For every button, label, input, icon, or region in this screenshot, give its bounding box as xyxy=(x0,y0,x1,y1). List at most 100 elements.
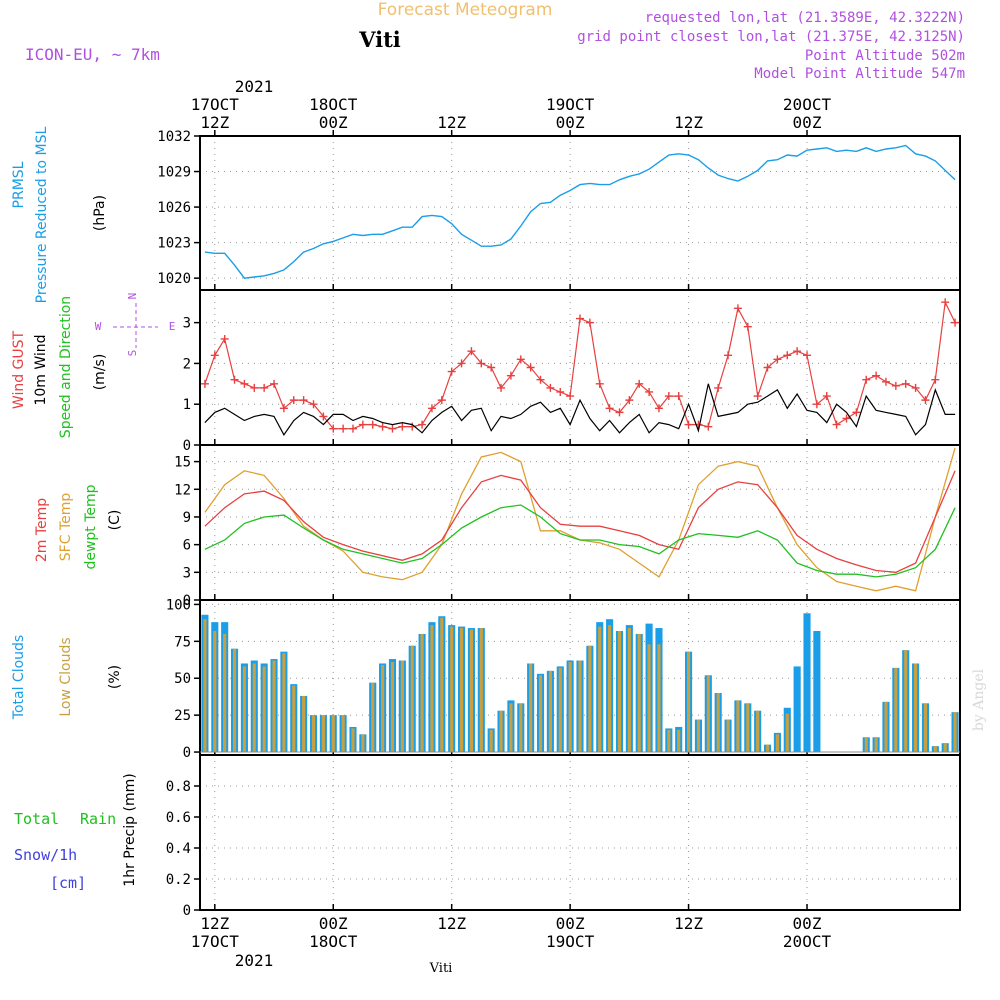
y-tick-label: 12 xyxy=(174,482,191,498)
top-tick-label: 20OCT xyxy=(783,95,832,114)
gust-marker xyxy=(872,371,881,380)
gust-marker xyxy=(526,363,535,372)
gust-marker xyxy=(911,383,920,392)
y-tick-label: 0.2 xyxy=(166,872,191,888)
gust-marker xyxy=(635,379,644,388)
gust-marker xyxy=(724,351,733,360)
bottom-tick-label: 00Z xyxy=(319,914,348,933)
gust-marker xyxy=(319,412,328,421)
gust-marker xyxy=(951,318,960,327)
low-cloud-bar xyxy=(775,734,779,753)
low-cloud-bar xyxy=(864,737,868,753)
low-cloud-bar xyxy=(933,746,937,753)
y-tick-label: 25 xyxy=(174,708,191,724)
low-cloud-bar xyxy=(716,693,720,753)
gust-marker xyxy=(753,392,762,401)
low-cloud-bar xyxy=(756,710,760,753)
gust-marker xyxy=(615,408,624,417)
gust-marker xyxy=(793,347,802,356)
gust-marker xyxy=(339,424,348,433)
low-cloud-bar xyxy=(331,715,335,753)
low-cloud-bar xyxy=(509,703,513,753)
low-cloud-bar xyxy=(914,663,918,753)
compass-east: E xyxy=(169,320,176,333)
temp-label-dewpt: dewpt Temp xyxy=(83,484,99,569)
low-cloud-bar xyxy=(943,743,947,753)
top-tick-label: 19OCT xyxy=(546,95,595,114)
low-cloud-bar xyxy=(272,660,276,753)
precip-unit: 1hr Precip (mm) xyxy=(122,773,138,886)
y-tick-label: 0 xyxy=(183,745,191,761)
low-cloud-bar xyxy=(686,651,691,753)
low-cloud-bar xyxy=(262,666,266,753)
gust-marker xyxy=(585,318,594,327)
y-tick-label: 0.6 xyxy=(166,810,191,826)
top-tick-label: 00Z xyxy=(793,113,822,132)
grid-point: grid point closest lon,lat (21.375E, 42.… xyxy=(577,29,965,45)
low-cloud-bar xyxy=(311,715,316,753)
low-cloud-bar xyxy=(440,617,444,753)
low-cloud-bar xyxy=(410,645,414,753)
low-cloud-bar xyxy=(558,667,562,753)
gust-marker xyxy=(704,422,713,431)
low-cloud-bar xyxy=(647,644,651,753)
footer-location: Viti xyxy=(429,961,453,976)
y-tick-label: 2 xyxy=(183,356,191,372)
gust-marker xyxy=(279,404,288,413)
gust-marker xyxy=(260,383,269,392)
low-cloud-bar xyxy=(242,666,246,753)
top-tick-label: 12Z xyxy=(200,113,229,132)
low-cloud-bar xyxy=(904,650,908,753)
y-tick-label: 75 xyxy=(174,634,191,650)
gust-marker xyxy=(654,404,663,413)
top-year-label: 2021 xyxy=(235,77,274,96)
gust-marker xyxy=(803,351,812,360)
low-cloud-bar xyxy=(637,633,641,753)
gust-marker xyxy=(566,392,575,401)
low-cloud-bar xyxy=(469,629,474,753)
bottom-year-label: 2021 xyxy=(235,951,274,970)
gust-marker xyxy=(783,351,792,360)
gust-marker xyxy=(497,383,506,392)
gust-marker xyxy=(901,379,910,388)
low-cloud-bar xyxy=(538,675,543,753)
low-cloud-bar xyxy=(578,660,582,753)
gust-marker xyxy=(230,375,239,384)
gust-marker xyxy=(210,351,219,360)
low-cloud-bar xyxy=(361,734,365,753)
gust-marker xyxy=(625,396,634,405)
low-cloud-bar xyxy=(420,633,424,753)
top-tick-label: 00Z xyxy=(556,113,585,132)
y-tick-label: 1 xyxy=(183,397,191,413)
cloud-label-total: Total Clouds xyxy=(11,635,27,720)
gust-marker xyxy=(427,404,436,413)
gust-marker xyxy=(931,375,940,384)
low-cloud-bar xyxy=(381,664,385,753)
gust-marker xyxy=(536,375,545,384)
cloud-labels: Total Clouds Low Clouds (%) xyxy=(11,635,123,720)
bottom-tick-label: 19OCT xyxy=(546,932,595,951)
panel-1: 0 1 2 3 xyxy=(183,289,961,454)
gust-marker xyxy=(437,396,446,405)
pressure-labels: PRMSL Pressure Reduced to MSL (hPa) xyxy=(11,126,108,303)
temp-unit: (C) xyxy=(107,510,123,531)
panel-4: 0 0.2 0.4 0.6 0.8 xyxy=(166,754,961,919)
low-cloud-bar xyxy=(765,744,770,753)
gust-marker xyxy=(457,359,466,368)
y-tick-label: 1026 xyxy=(157,200,191,216)
low-cloud-bar xyxy=(203,619,207,753)
gust-marker xyxy=(595,379,604,388)
wind-label-gust: Wind GUST xyxy=(11,330,27,409)
y-tick-label: 0.4 xyxy=(166,841,191,857)
gust-marker xyxy=(891,381,900,390)
low-cloud-bar xyxy=(529,663,533,753)
requested-point: requested lon,lat (21.3589E, 42.3222N) xyxy=(645,10,965,26)
bottom-tick-label: 12Z xyxy=(674,914,703,933)
temperature-labels: 2m Temp SFC Temp dewpt Temp (C) xyxy=(34,484,123,569)
panel-frame xyxy=(199,135,961,291)
low-cloud-bar xyxy=(430,625,434,753)
y-tick-label: 0 xyxy=(183,593,191,609)
low-cloud-bar xyxy=(519,703,523,753)
dewpt-line xyxy=(204,504,956,578)
